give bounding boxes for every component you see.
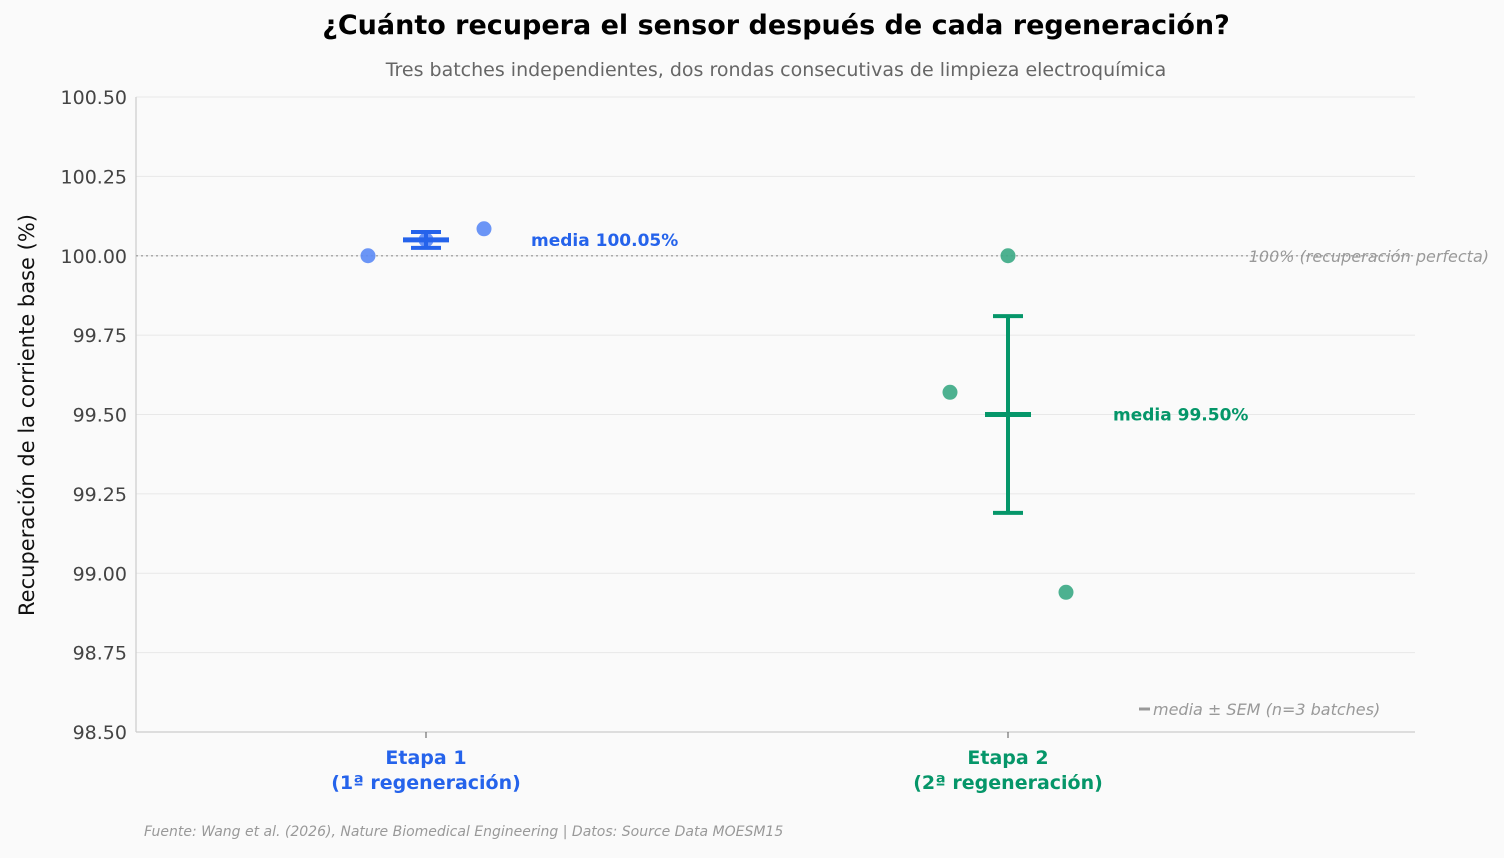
reference-line-group: 100% (recuperación perfecta) [136,247,1489,266]
x-category-labels: Etapa 1 (1ª regeneración) Etapa 2 (2ª regen… [331,747,1103,794]
y-tick-label: 100.00 [61,246,127,268]
chart-subtitle: Tres batches independientes, dos rondas … [385,59,1167,81]
mean-label: media 100.05% [531,231,678,251]
legend: media ± SEM (n=3 batches) [1139,700,1380,719]
y-tick-label: 99.75 [73,325,127,347]
axes [135,97,1415,738]
y-tick-label: 98.75 [73,643,127,665]
y-tick-label: 99.25 [73,484,127,506]
mean-label: media 99.50% [1113,406,1248,426]
y-axis-label: Recuperación de la corriente base (%) [15,214,39,616]
source-footnote: Fuente: Wang et al. (2026), Nature Biome… [144,824,784,840]
x-category-label-line2: (1ª regeneración) [331,772,521,794]
legend-label: media ± SEM (n=3 batches) [1153,700,1380,719]
y-tick-label: 99.50 [73,405,127,427]
x-category-label-line2: (2ª regeneración) [913,772,1103,794]
chart-title: ¿Cuánto recupera el sensor después de ca… [322,10,1230,41]
reference-line-label: 100% (recuperación perfecta) [1249,247,1489,266]
y-tick-label: 100.50 [61,87,127,109]
data-point [360,248,376,264]
data-point [476,221,492,237]
x-category-label-line1: Etapa 1 [385,747,466,769]
y-tick-label: 100.25 [61,166,127,188]
data-point [1000,248,1016,264]
data-point [1058,584,1074,600]
y-tick-label: 98.50 [73,722,127,744]
y-ticks: 98.50 98.75 99.00 99.25 99.50 99.75 100.00 100.… [61,87,127,744]
data-point [942,384,958,400]
data-marks: media 100.05% media 99.50% [360,221,1248,600]
x-category-label-line1: Etapa 2 [967,747,1048,769]
y-tick-label: 99.00 [73,563,127,585]
